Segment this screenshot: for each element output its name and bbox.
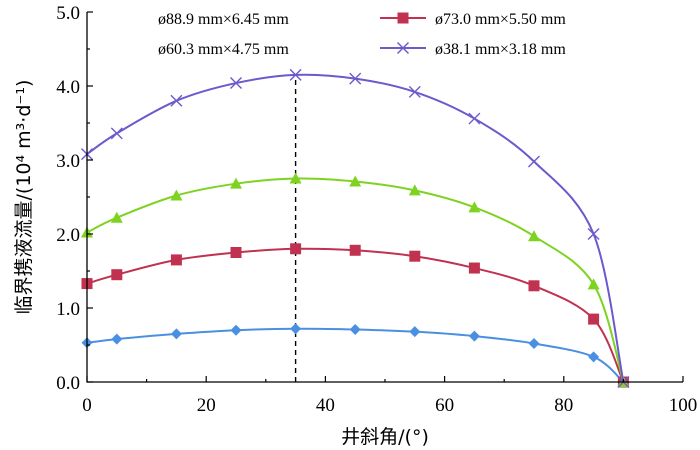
x-tick-label: 0 [82,395,92,416]
data-point [230,177,242,189]
y-tick-label: 2.0 [56,225,80,246]
data-point [528,280,540,292]
data-point [170,254,182,266]
marker-stroke [110,127,123,140]
y-tick-label: 5.0 [56,3,80,24]
data-point [110,211,123,223]
data-point [468,201,481,213]
data-point [588,351,600,363]
data-point [230,324,242,336]
y-tick-label: 3.0 [56,151,80,172]
data-point [349,175,362,187]
data-point [349,72,362,85]
series-line [86,247,625,383]
legend-label: ø38.1 mm×3.18 mm [435,41,566,58]
data-point [290,243,302,255]
data-point [528,338,540,350]
y-tick-label: 1.0 [56,299,80,320]
data-point [111,269,123,281]
data-point [289,172,302,184]
data-point [587,278,600,290]
legend-label: ø88.9 mm×6.45 mm [158,11,289,28]
data-point [230,247,242,258]
legend-item-3: ø60.3 mm×4.75 mm [158,41,289,58]
marker-stroke [587,228,600,240]
data-point [528,155,540,168]
series-line [86,177,625,383]
data-point [528,230,540,242]
data-point [289,68,302,81]
legend: ø88.9 mm×6.45 mm ø73.0 mm×5.50 mm ø60.3 mm… [158,11,566,58]
legend-item-4: ø38.1 mm×3.18 mm [380,41,566,58]
x-tick-label: 40 [316,395,335,416]
series-line [86,327,625,383]
data-point [468,262,480,274]
series-1 [81,323,629,388]
series-line [86,73,625,383]
data-point [587,228,600,240]
legend-label: ø60.3 mm×4.75 mm [158,41,289,58]
y-tick-label: 0.0 [56,373,80,394]
data-point [468,112,481,125]
x-tick-label: 20 [197,395,216,416]
series-3 [81,172,630,387]
y-axis-title: 临界携液流量/(10⁴ m³·d⁻¹) [13,80,35,315]
data-point [111,333,123,345]
series-4 [81,68,630,388]
data-point [170,189,183,201]
x-tick-label: 100 [669,395,698,416]
x-tick-label: 60 [435,395,454,416]
marker-stroke [528,155,540,168]
data-point [349,323,361,335]
data-point [468,330,480,342]
legend-swatch-marker [397,12,409,24]
marker-stroke [289,68,302,81]
marker-stroke [408,85,421,98]
marker-stroke [468,112,481,125]
data-point [230,77,242,90]
data-point [409,326,421,338]
legend-item-1: ø88.9 mm×6.45 mm [158,11,289,28]
data-point [349,244,361,256]
legend-swatch-marker [397,42,409,54]
marker-stroke [170,94,183,107]
data-point [409,250,421,262]
data-point [110,127,123,140]
legend-item-2: ø73.0 mm×5.50 mm [380,11,566,28]
legend-label: ø73.0 mm×5.50 mm [435,11,566,28]
marker-stroke [349,72,362,85]
axes: 0 20 40 60 80 100 0.0 1.0 2.0 3.0 4.0 5.0 [56,3,697,416]
y-tick-label: 4.0 [56,77,80,98]
data-point [408,184,421,196]
x-axis-title: 井斜角/(°) [341,426,429,448]
data-point [170,328,182,340]
data-point [170,94,183,107]
data-point [408,85,421,98]
marker-stroke [230,77,242,90]
plot-area [81,68,630,388]
series-2 [81,243,629,388]
data-point [290,323,302,335]
marker-stroke [397,42,409,54]
data-point [588,313,600,325]
x-tick-label: 80 [554,395,573,416]
